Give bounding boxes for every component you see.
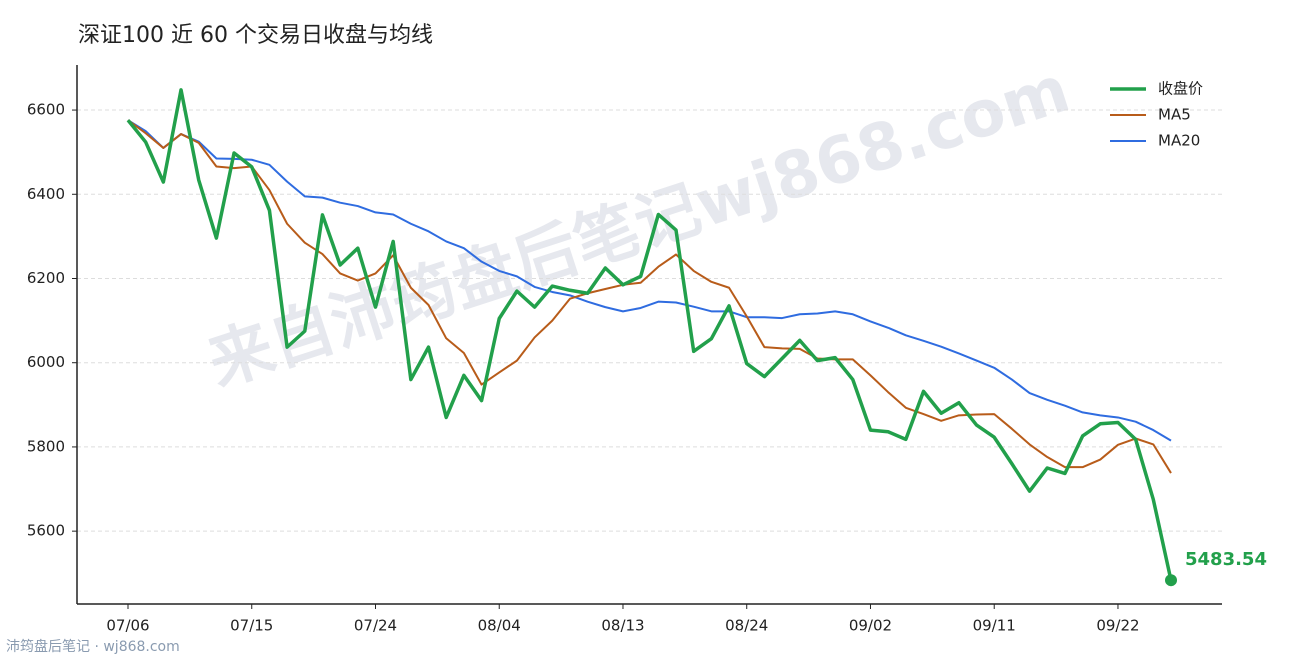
y-tick-label: 6400 [27, 185, 65, 203]
source: 沛筠盘后笔记 · wj868.com [6, 638, 180, 655]
x-tick-label: 09/22 [1096, 617, 1139, 635]
legend-label: MA20 [1158, 132, 1200, 150]
y-tick-label: 6200 [27, 269, 65, 287]
x-tick-label: 08/13 [601, 617, 644, 635]
legend-label: MA5 [1158, 106, 1191, 124]
x-tick-label: 08/04 [478, 617, 521, 635]
last-value-label: 5483.54 [1185, 549, 1267, 570]
legend-label: 收盘价 [1158, 80, 1203, 98]
y-tick-label: 6000 [27, 353, 65, 371]
series-line [126, 88, 1173, 581]
x-tick-label: 07/15 [230, 617, 273, 635]
x-tick-label: 07/24 [354, 617, 397, 635]
y-tick-label: 6600 [27, 101, 65, 119]
y-tick-label: 5600 [27, 522, 65, 540]
chart-title: 深证100 近 60 个交易日收盘与均线 [78, 23, 433, 48]
x-tick-label: 09/02 [849, 617, 892, 635]
series-line [127, 119, 1172, 442]
x-tick-label: 08/24 [725, 617, 768, 635]
y-tick-label: 5800 [27, 437, 65, 455]
series-line [127, 119, 1172, 474]
last-point [1165, 574, 1177, 587]
x-tick-label: 09/11 [973, 617, 1016, 635]
x-tick-label: 07/06 [106, 617, 149, 635]
